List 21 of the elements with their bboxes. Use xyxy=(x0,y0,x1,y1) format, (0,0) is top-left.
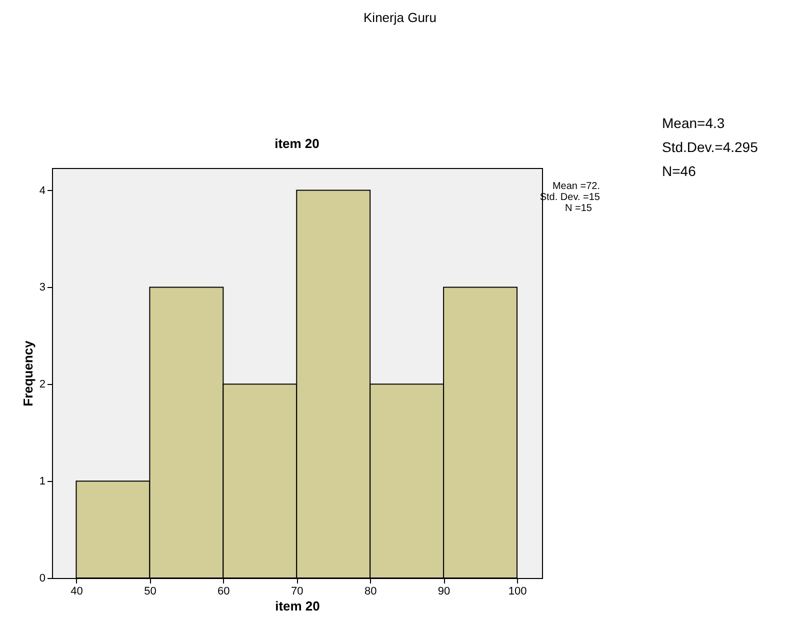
text: N =15 xyxy=(565,203,592,214)
text: N=46 xyxy=(662,163,696,179)
text: Mean =72. xyxy=(552,181,600,192)
text: Mean=4.3 xyxy=(662,115,725,131)
x-tick-label: 70 xyxy=(291,586,304,598)
x-tick-label: 40 xyxy=(70,586,83,598)
y-tick-label: 2 xyxy=(39,378,46,391)
chart-title: item 20 xyxy=(274,136,320,151)
y-tick-label: 3 xyxy=(39,282,46,294)
x-tick-label: 60 xyxy=(218,586,230,598)
text: Std.Dev.=4.295 xyxy=(662,139,758,155)
x-tick-label: 50 xyxy=(144,586,156,598)
y-axis-title: Frequency xyxy=(20,340,36,406)
y-tick-label: 1 xyxy=(39,476,46,488)
x-axis-title: item 20 xyxy=(275,598,320,614)
y-tick-label: 0 xyxy=(39,572,46,584)
x-tick-label: 100 xyxy=(508,586,527,598)
x-tick-label: 90 xyxy=(438,586,450,598)
text: Kinerja Guru xyxy=(364,10,436,25)
x-tick-label: 80 xyxy=(364,586,377,598)
y-tick-label: 4 xyxy=(39,184,46,197)
